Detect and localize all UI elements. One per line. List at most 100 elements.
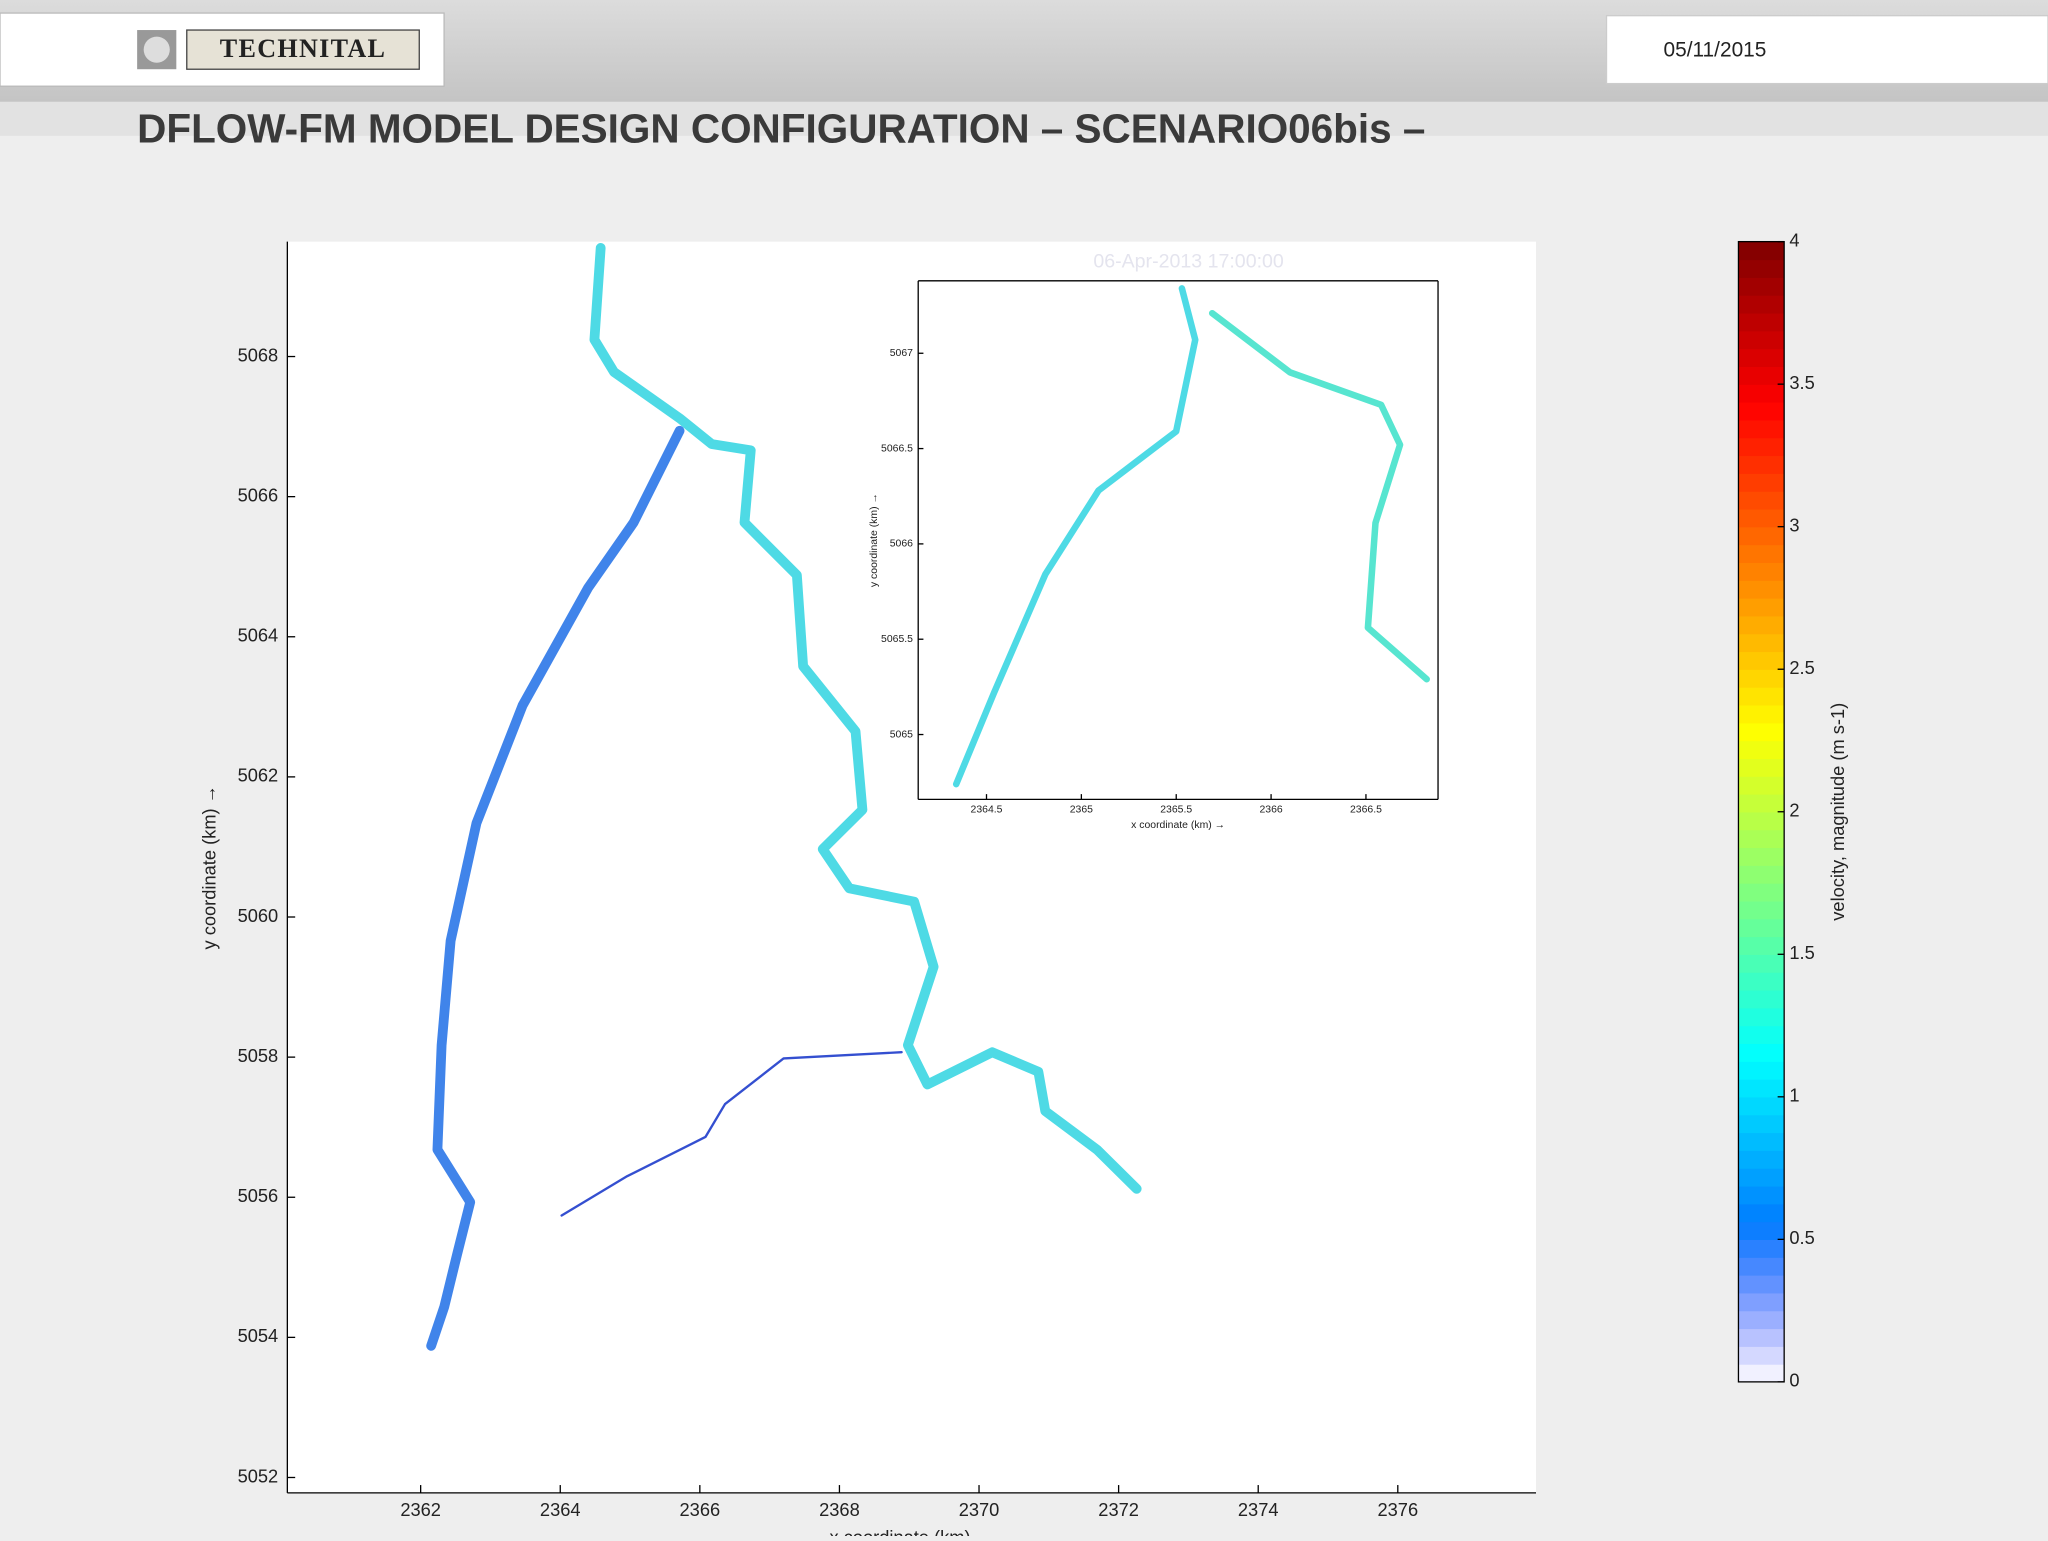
colorbar-cell: [1738, 419, 1785, 439]
flow-line: [560, 1051, 903, 1217]
date: 05/11/2015: [1663, 38, 1766, 61]
colorbar-cell: [1738, 972, 1785, 991]
y-tick-label: 5060: [238, 905, 279, 926]
colorbar-cell: [1738, 1328, 1785, 1347]
y-tick-label: 5068: [238, 344, 279, 365]
flow-line: [952, 285, 1199, 788]
colorbar-cell: [1738, 1043, 1785, 1062]
logo-plate: [186, 29, 420, 70]
slide-title: DFLOW-FM MODEL DESIGN CONFIGURATION – SC…: [137, 106, 1425, 152]
colorbar-cell: [1738, 1203, 1785, 1223]
colorbar-cell: [1738, 900, 1785, 920]
y-tick-label: 5065.5: [881, 634, 913, 645]
colorbar-cell: [1738, 1132, 1785, 1151]
y-tick-label: 5066: [890, 539, 913, 550]
colorbar-cell: [1738, 508, 1785, 528]
colorbar-cell: [1738, 259, 1785, 278]
colorbar-cell: [1738, 1061, 1785, 1080]
colorbar-tick-label: 0: [1789, 1370, 1799, 1391]
colorbar-cell: [1738, 348, 1785, 367]
y-tick-label: 5066: [238, 484, 279, 505]
colorbar-cell: [1738, 1292, 1785, 1312]
colorbar-cell: [1738, 562, 1785, 581]
colorbar-tick-label: 1.5: [1789, 942, 1814, 963]
y-tick-label: 5067: [890, 348, 913, 359]
x-tick-label: 2365.5: [1160, 805, 1192, 816]
y-axis-label: y coordinate (km) →: [869, 493, 880, 587]
logo-text: TECHNITAL: [220, 34, 387, 63]
colorbar-cell: [1738, 687, 1785, 706]
colorbar-cell: [1738, 811, 1785, 831]
y-tick-label: 5058: [238, 1045, 279, 1066]
colorbar-tick-label: 3.5: [1789, 372, 1814, 393]
colorbar-cell: [1738, 1007, 1785, 1027]
colorbar-cell: [1738, 473, 1785, 492]
x-tick-label: 2372: [1098, 1499, 1139, 1520]
x-tick-label: 2364.5: [971, 805, 1003, 816]
colorbar-cell: [1738, 1185, 1785, 1205]
colorbar-cell: [1738, 883, 1785, 902]
x-tick-label: 2366.5: [1350, 805, 1382, 816]
x-tick-label: 2376: [1377, 1499, 1418, 1520]
colorbar-tick-label: 2.5: [1789, 657, 1814, 678]
colorbar-tick-label: 1: [1789, 1085, 1799, 1106]
y-tick-label: 5066.5: [881, 443, 913, 454]
colorbar-cell: [1738, 793, 1785, 813]
colorbar-cell: [1738, 580, 1785, 599]
colorbar-tick-label: 0.5: [1789, 1227, 1814, 1248]
header-shadow: [0, 101, 2048, 136]
y-tick-label: 5065: [890, 729, 913, 740]
colorbar-cell: [1738, 918, 1785, 938]
colorbar-cell: [1738, 776, 1785, 795]
colorbar-cell: [1738, 722, 1785, 742]
colorbar-cell: [1738, 295, 1785, 314]
colorbar-tick-label: 2: [1789, 800, 1799, 821]
colorbar-cell: [1738, 1096, 1785, 1116]
flow-line: [1208, 309, 1430, 683]
colorbar-cell: [1738, 401, 1785, 421]
y-axis-label: y coordinate (km) →: [198, 785, 219, 949]
colorbar-cell: [1738, 1239, 1785, 1258]
colorbar-cell: [1738, 1079, 1785, 1098]
colorbar-cell: [1738, 1025, 1785, 1045]
colorbar-cell: [1738, 1364, 1785, 1383]
colorbar-cell: [1738, 1310, 1785, 1330]
colorbar-cell: [1738, 829, 1785, 849]
colorbar-tick-label: 3: [1789, 515, 1799, 536]
colorbar-cell: [1738, 312, 1785, 332]
x-tick-label: 2365: [1070, 805, 1093, 816]
colorbar-cell: [1738, 954, 1785, 973]
colorbar-cell: [1738, 455, 1785, 474]
colorbar-cell: [1738, 330, 1785, 350]
y-tick-label: 5062: [238, 765, 279, 786]
y-tick-label: 5064: [238, 625, 279, 646]
colorbar-cell: [1738, 989, 1785, 1009]
x-tick-label: 2368: [819, 1499, 860, 1520]
colorbar-cell: [1738, 615, 1785, 635]
colorbar-cell: [1738, 277, 1785, 296]
colorbar-label: velocity, magnitude (m s-1): [1827, 703, 1848, 921]
colorbar-cell: [1738, 758, 1785, 777]
inset-area: [918, 280, 1439, 800]
colorbar-cell: [1738, 633, 1785, 653]
colorbar-cell: [1738, 1274, 1785, 1294]
x-axis-label: x coordinate (km) →: [829, 1526, 993, 1536]
colorbar-cell: [1738, 384, 1785, 403]
colorbar-cell: [1738, 740, 1785, 759]
colorbar-cell: [1738, 669, 1785, 688]
logo-icon-circle: [143, 36, 170, 63]
colorbar-cell: [1738, 544, 1785, 563]
colorbar-cell: [1738, 1257, 1785, 1276]
y-tick-label: 5054: [238, 1325, 279, 1346]
colorbar-cell: [1738, 366, 1785, 385]
x-tick-label: 2374: [1238, 1499, 1279, 1520]
colorbar-cell: [1738, 651, 1785, 670]
date-box: [1605, 15, 2048, 85]
y-tick-label: 5056: [238, 1185, 279, 1206]
colorbar-cell: [1738, 1221, 1785, 1240]
colorbar-cell: [1738, 704, 1785, 724]
y-tick-label: 5052: [238, 1465, 279, 1486]
x-tick-label: 2362: [400, 1499, 441, 1520]
